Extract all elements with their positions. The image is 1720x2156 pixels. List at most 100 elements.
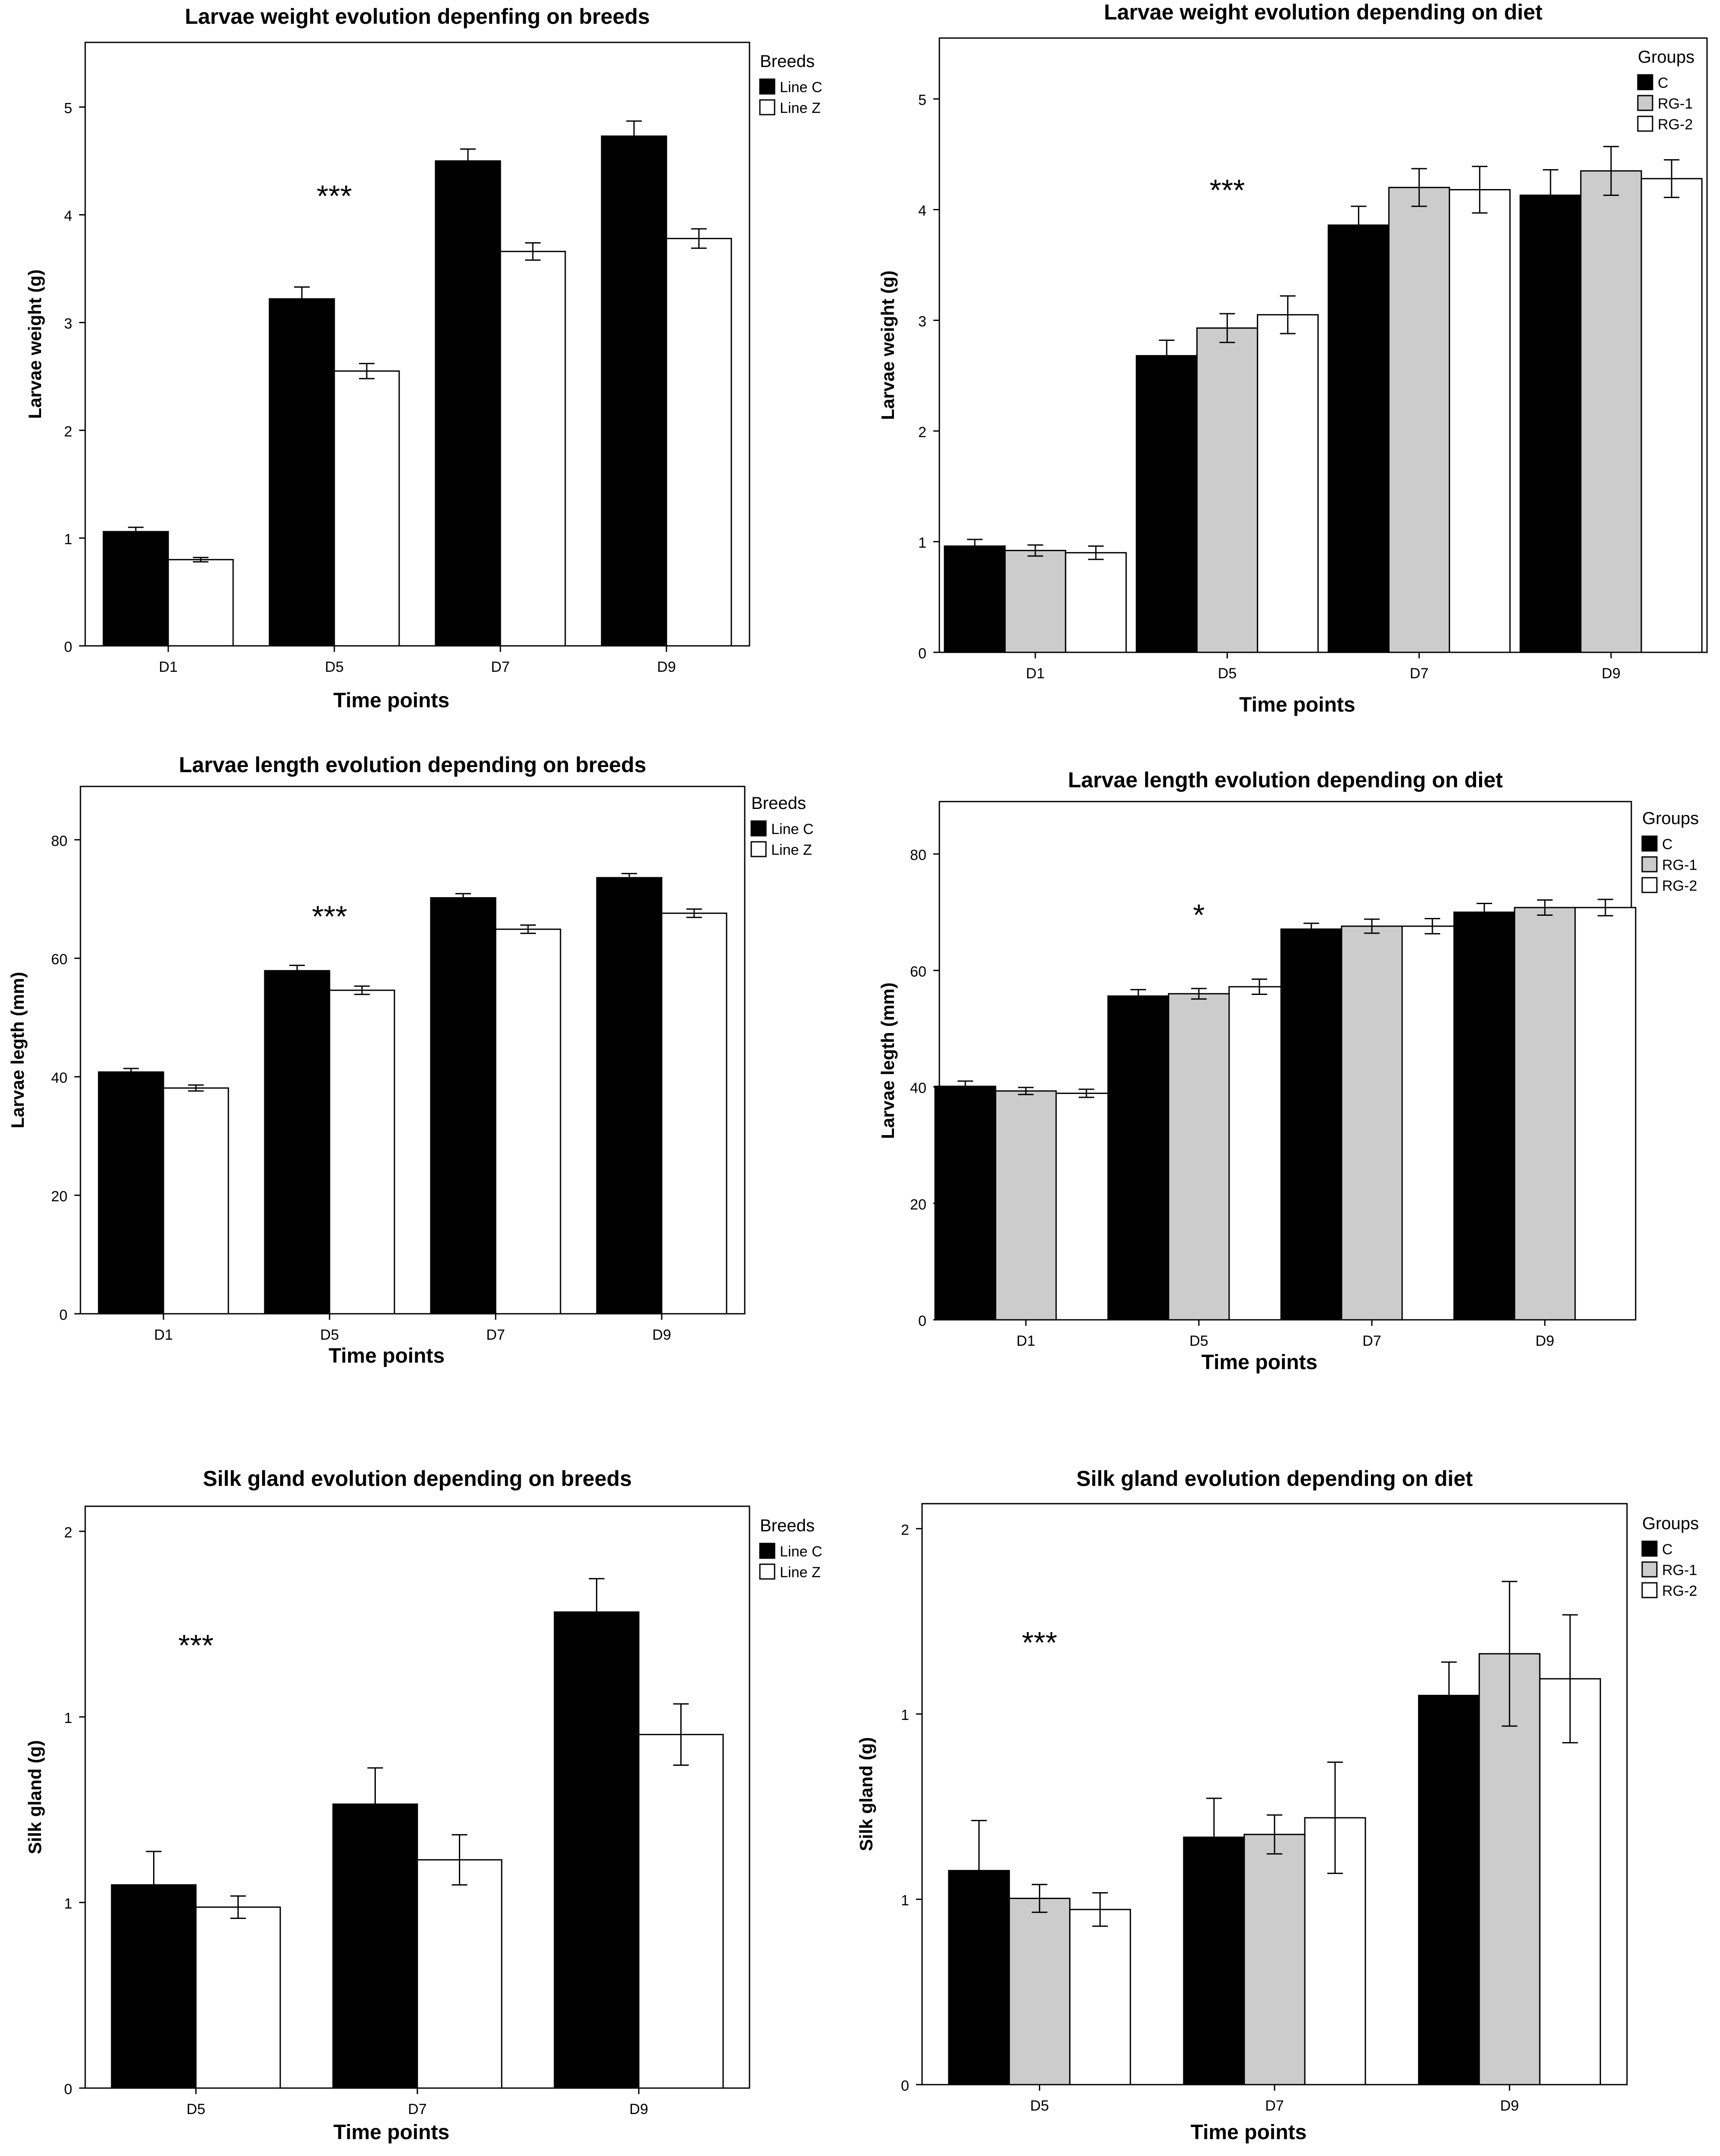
y-axis-label: Silk gland (g) (25, 1740, 45, 1854)
x-tick-label: D5 (325, 659, 343, 675)
plot-frame (84, 42, 750, 647)
y-tick-label: 80 (51, 833, 67, 849)
y-tick-label: 20 (910, 1197, 926, 1213)
x-axis-label: Time points (1201, 1351, 1317, 1374)
error-bar (958, 1080, 973, 1092)
chart-panel-6: Silk gland evolution depending on diet Ti… (856, 1466, 1699, 2144)
y-axis-label: Larvae legth (mm) (7, 972, 28, 1129)
x-tick-label: D9 (1535, 1333, 1554, 1349)
legend-title: Groups (1642, 809, 1699, 828)
y-tick-label: 4 (918, 203, 926, 219)
bar-rg-2-d5 (1257, 314, 1319, 653)
significance-marker: *** (1210, 173, 1245, 207)
significance-marker: *** (1022, 1626, 1057, 1659)
bar-line-z-d9 (638, 1734, 724, 2089)
error-bar (1472, 166, 1488, 214)
legend-swatch (1641, 835, 1658, 852)
legend-swatch (1637, 74, 1653, 90)
bar-rg-2-d9 (1640, 178, 1703, 653)
y-tick-label: 20 (51, 1188, 67, 1205)
legend: Breeds Line C Line Z (750, 794, 814, 858)
x-tick-label: D1 (1016, 1333, 1035, 1349)
y-tick-label: 5 (918, 92, 926, 109)
x-tick-label: D7 (491, 659, 509, 675)
x-tick-label: D9 (657, 659, 676, 675)
error-bar (1664, 159, 1680, 198)
chart-panel-2: Larvae weight evolution depending on die… (878, 0, 1708, 716)
x-tick-label: D5 (1218, 665, 1236, 682)
y-axis-label: Larvae weight (g) (25, 270, 45, 419)
y-tick-label: 1 (901, 1893, 909, 1909)
bar-rg-1-d7 (1388, 186, 1450, 653)
chart-title: Larvae weight evolution depenfing on bre… (185, 4, 650, 29)
bar-line-c-d7 (332, 1803, 418, 2089)
legend-label: RG-1 (1662, 857, 1697, 873)
error-bar (1425, 918, 1440, 935)
bar-rg-1-d9 (1580, 170, 1642, 653)
x-tick-label: D7 (1265, 2098, 1284, 2114)
bar-c-d1 (944, 545, 1006, 653)
legend-label: C (1662, 1541, 1673, 1558)
legend-swatch (759, 1543, 775, 1559)
error-bar (1477, 903, 1492, 922)
y-tick-label: 60 (51, 951, 67, 968)
y-tick-label: 0 (918, 1313, 926, 1329)
x-tick-label: D1 (1026, 665, 1044, 682)
legend-swatch (1637, 116, 1653, 132)
bar-rg-2-d7 (1448, 189, 1511, 653)
y-tick-label: 3 (64, 316, 72, 332)
x-axis-label: Time points (333, 689, 449, 712)
bar-c-d5 (1136, 355, 1198, 653)
legend-label: RG-1 (1658, 96, 1693, 112)
bar-line-z-d7 (500, 250, 566, 647)
y-tick-label: 2 (64, 1524, 72, 1541)
bar-rg-2-d7 (1401, 925, 1464, 1321)
bar-line-c-d1 (102, 531, 169, 647)
error-bar (1327, 1761, 1343, 1874)
bar-line-z-d1 (163, 1087, 229, 1315)
error-bar (1206, 1797, 1222, 1877)
error-bar (455, 893, 471, 903)
error-bar (1537, 899, 1553, 916)
bar-line-c-d7 (435, 160, 501, 647)
bar-rg-1-d5 (1009, 1897, 1071, 2085)
legend-swatch (759, 99, 775, 116)
error-bar (367, 1767, 383, 1841)
error-bar (1598, 898, 1613, 917)
error-bar (1027, 544, 1043, 557)
bar-rg-2-d5 (1069, 1909, 1131, 2085)
legend-title: Breeds (760, 52, 815, 71)
error-bar (359, 363, 375, 379)
y-tick-label: 1 (64, 1710, 72, 1726)
legend-label: Line Z (780, 100, 821, 116)
bar-rg-1-d5 (1196, 327, 1259, 653)
error-bar (691, 228, 707, 249)
error-bar (1562, 1614, 1578, 1744)
x-tick-label: D9 (629, 2101, 648, 2118)
error-bar (1131, 989, 1146, 1003)
bar-rg-1-d1 (995, 1090, 1057, 1321)
bar-rg-1-d7 (1243, 1834, 1306, 2085)
x-tick-label: D7 (408, 2101, 426, 2118)
error-bar (460, 148, 476, 173)
bar-line-c-d9 (554, 1611, 640, 2089)
y-tick-label: 1 (901, 1707, 909, 1723)
bar-c-d5 (1107, 995, 1169, 1321)
bar-c-d1 (934, 1085, 996, 1321)
significance-marker: *** (317, 179, 352, 213)
y-tick-label: 40 (910, 1080, 926, 1097)
error-bar (146, 1851, 162, 1919)
y-tick-label: 0 (64, 2081, 72, 2098)
y-tick-label: 2 (901, 1522, 909, 1538)
x-axis-label: Time points (333, 2121, 449, 2144)
y-axis-label: Silk gland (g) (856, 1737, 876, 1851)
x-tick-label: D9 (1500, 2098, 1519, 2114)
bar-rg-2-d9 (1539, 1678, 1601, 2085)
bar-line-z-d9 (666, 237, 732, 647)
chart-title: Silk gland evolution depending on breeds (203, 1466, 632, 1491)
chart-panel-4: Larvae length evolution depending on die… (878, 768, 1699, 1374)
bar-line-c-d1 (98, 1071, 164, 1315)
legend-label: Line Z (780, 1564, 821, 1581)
error-bar (452, 1834, 468, 1886)
error-bar (589, 1578, 605, 1646)
